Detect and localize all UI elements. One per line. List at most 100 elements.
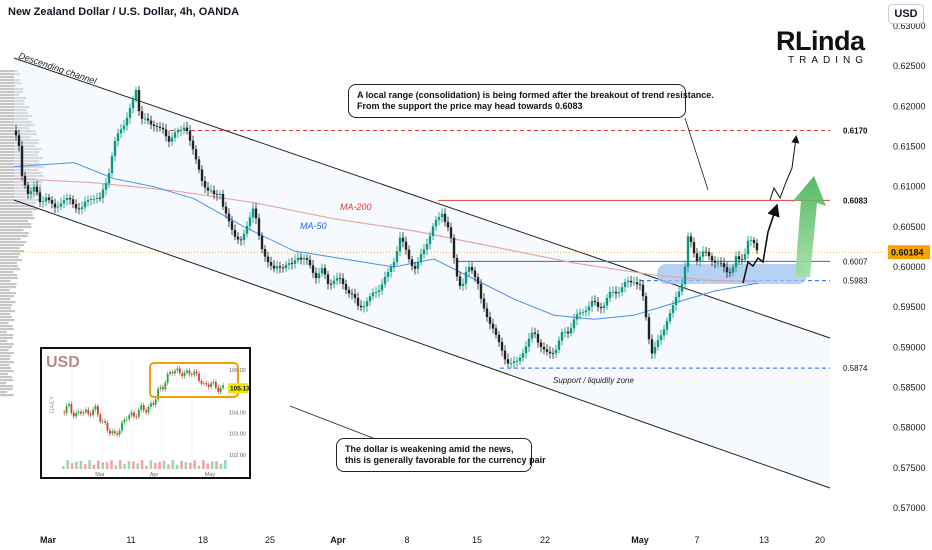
inset-candle-body xyxy=(176,368,179,371)
candle-body xyxy=(338,278,342,279)
x-tick-label: 7 xyxy=(694,535,699,545)
inset-candle-body xyxy=(219,387,222,392)
volume-profile-bar xyxy=(0,319,15,322)
volume-profile-bar xyxy=(0,298,11,301)
candle-body xyxy=(182,127,186,130)
candle-body xyxy=(530,332,534,339)
candle-body xyxy=(533,332,537,334)
candle-body xyxy=(227,213,231,222)
candle-body xyxy=(272,265,276,269)
inset-candle-body xyxy=(203,383,205,384)
candle-body xyxy=(476,277,480,284)
inset-candles xyxy=(63,365,224,438)
candle-body xyxy=(203,181,207,188)
candle-body xyxy=(176,130,180,133)
volume-profile-bar xyxy=(0,256,19,259)
candle-body xyxy=(407,249,411,260)
volume-profile-bar xyxy=(0,79,21,82)
candle-body xyxy=(524,346,528,354)
candle-body xyxy=(737,256,741,260)
candle-body xyxy=(59,203,63,207)
inset-candle-body xyxy=(166,373,169,383)
inset-candle-body xyxy=(87,409,90,414)
candle-body xyxy=(14,130,18,136)
candle-body xyxy=(611,291,615,293)
inset-candle-body xyxy=(147,406,150,413)
price-axis[interactable]: 0.63000 0.62500 0.62000 0.61500 0.61000 0.605… xyxy=(888,21,930,513)
inset-volume-bar xyxy=(175,464,179,469)
candle-body xyxy=(740,259,744,261)
currency-button[interactable]: USD xyxy=(888,4,924,24)
candle-body xyxy=(236,236,240,240)
inset-candle-body xyxy=(145,410,147,413)
candle-body xyxy=(233,229,237,237)
volume-profile-bar xyxy=(0,349,9,352)
candle-body xyxy=(596,302,600,307)
time-axis[interactable]: Mar 11 18 25 Apr 8 15 22 May 7 13 20 xyxy=(40,535,825,545)
candle-body xyxy=(728,272,732,274)
volume-profile-bar xyxy=(0,70,18,73)
candle-body xyxy=(398,237,402,252)
current-price-tag xyxy=(888,245,930,260)
candle-body xyxy=(365,301,369,307)
inset-candle-body xyxy=(92,409,94,416)
volume-profile-bar xyxy=(0,271,14,274)
candle-body xyxy=(77,208,81,210)
x-tick-label: 13 xyxy=(759,535,769,545)
inset-volume-bar xyxy=(88,460,91,469)
candle-body xyxy=(86,200,90,202)
x-tick-label: 25 xyxy=(265,535,275,545)
y-tick-label: 0.60000 xyxy=(893,262,926,272)
candle-body xyxy=(83,201,87,208)
candle-body xyxy=(392,261,396,267)
candle-body xyxy=(107,173,111,184)
note-dollar: The dollar is weakening amid the news, t… xyxy=(336,438,546,472)
candle-body xyxy=(257,218,261,236)
candle-body xyxy=(446,221,450,228)
candle-body xyxy=(578,312,582,315)
inset-candle-body xyxy=(89,413,92,416)
level-label: 0.6007 xyxy=(843,257,868,266)
inset-candle-body xyxy=(80,411,82,414)
candle-body xyxy=(275,266,279,269)
candle-body xyxy=(647,317,651,340)
candle-body xyxy=(173,132,177,138)
candle-body xyxy=(584,310,588,313)
candle-body xyxy=(164,129,168,137)
candle-body xyxy=(464,271,468,284)
candle-body xyxy=(527,338,531,347)
projection-path-1 xyxy=(742,203,780,284)
candle-body xyxy=(206,187,210,191)
inset-range-box xyxy=(149,362,239,398)
candle-body xyxy=(197,159,201,170)
volume-profile-bar xyxy=(0,187,36,190)
candle-body xyxy=(428,235,432,245)
volume-profile-bar xyxy=(0,289,10,292)
candle-body xyxy=(587,306,591,311)
volume-profile-bar xyxy=(0,358,10,361)
level-label: 0.5983 xyxy=(843,277,868,286)
inset-candle-body xyxy=(162,387,164,390)
volume-profile-bar xyxy=(0,376,13,379)
inset-title: USD xyxy=(46,354,80,371)
volume-profile-bar xyxy=(0,199,40,202)
inset-volume-bar xyxy=(105,462,109,469)
candle-body xyxy=(251,208,255,218)
volume-profile-bar xyxy=(0,274,17,277)
volume-profile-bar xyxy=(0,388,13,391)
volume-profile-bar xyxy=(0,340,8,343)
candle-body xyxy=(20,146,24,176)
candle-body xyxy=(470,267,474,271)
inset-candle-body xyxy=(193,371,196,375)
candle-body xyxy=(500,342,504,351)
volume-profile-bar xyxy=(0,223,31,226)
volume-profile-bar xyxy=(0,232,29,235)
candle-body xyxy=(626,280,630,283)
inset-candle-body xyxy=(181,373,184,377)
note-dollar-line-1: The dollar is weakening amid the news, xyxy=(345,444,514,454)
inset-candle-body xyxy=(140,405,143,410)
candle-body xyxy=(638,284,642,286)
candle-body xyxy=(347,289,351,294)
candle-body xyxy=(716,262,720,264)
